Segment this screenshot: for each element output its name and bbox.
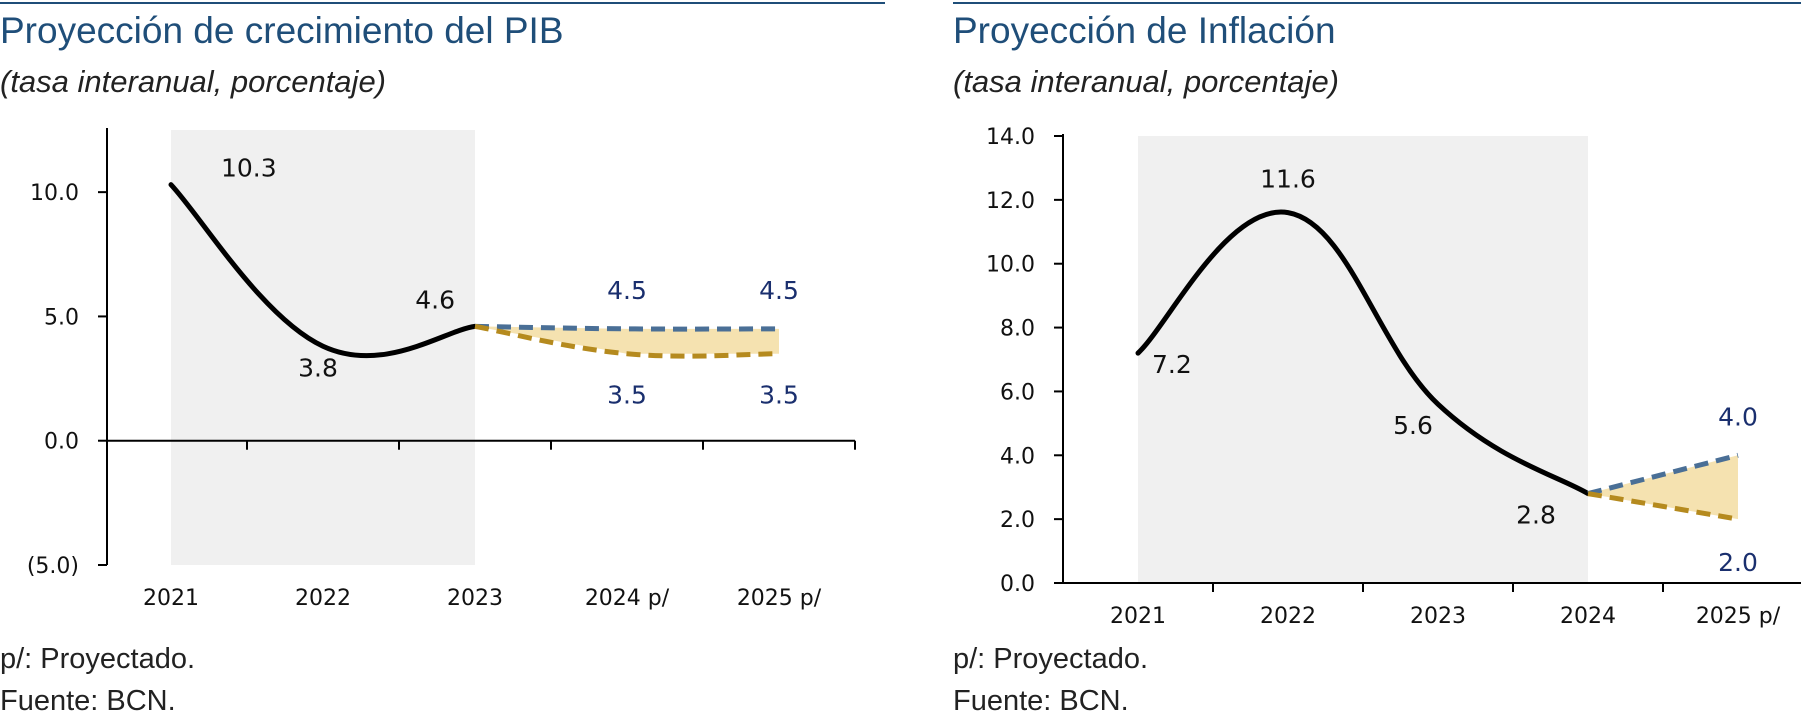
actual-data-label: 7.2	[1152, 350, 1192, 379]
chart-notes: p/: Proyectado. Fuente: BCN.	[953, 638, 1148, 722]
source-note: Fuente: BCN.	[0, 685, 176, 717]
actual-data-label: 3.8	[298, 353, 338, 382]
chart-subtitle: (tasa interanual, porcentaje)	[953, 64, 1340, 99]
y-tick-label: 0.0	[44, 430, 79, 455]
y-tick-label: 14.0	[986, 125, 1035, 150]
upper-projection-line	[1587, 452, 1739, 497]
x-tick-label: 2023	[1410, 604, 1466, 629]
title-rule	[953, 2, 1801, 4]
lower-projection-line	[474, 323, 780, 359]
upper-data-label: 4.5	[759, 276, 799, 305]
upper-data-label: 4.0	[1718, 402, 1758, 431]
gdp-chart-panel: Proyección de crecimiento del PIB (tasa …	[0, 0, 885, 719]
y-tick-label: 8.0	[1000, 317, 1035, 342]
chart-notes: p/: Proyectado. Fuente: BCN.	[0, 638, 195, 722]
x-tick-label: 2025 p/	[737, 586, 822, 611]
y-tick-label: 0.0	[1000, 572, 1035, 597]
upper-data-label: 4.5	[607, 276, 647, 305]
actual-series-line	[168, 182, 478, 359]
gdp-chart-plot: (5.0) 0.0 5.0 10.0 2021 2022 2023 2024 p/2025 p…	[27, 128, 856, 611]
x-tick-label: 2024	[1560, 604, 1616, 629]
x-tick-label: 2022	[1260, 604, 1316, 629]
actual-data-label: 2.8	[1516, 501, 1556, 530]
inflation-chart-panel: Proyección de Inflación (tasa interanual…	[953, 0, 1801, 719]
actual-data-label: 4.6	[415, 285, 455, 314]
upper-projection-line	[474, 323, 780, 332]
title-rule	[0, 2, 885, 4]
inflation-chart-plot: 0.0 2.0 4.0 6.0 8.0 10.0 12.0 14.0 2021 2022 2023 2…	[986, 125, 1801, 629]
y-tick-label: 10.0	[986, 253, 1035, 278]
lower-data-label: 2.0	[1718, 548, 1758, 577]
source-note: Fuente: BCN.	[953, 685, 1129, 717]
projection-note: p/: Proyectado.	[0, 643, 196, 675]
x-tick-label: 2022	[295, 586, 351, 611]
projection-range-band	[475, 326, 779, 354]
x-tick-label: 2023	[447, 586, 503, 611]
actual-data-label: 10.3	[221, 154, 277, 183]
x-tick-label: 2025 p/	[1696, 604, 1781, 629]
y-tick-label: 2.0	[1000, 508, 1035, 533]
y-tick-label: 4.0	[1000, 444, 1035, 469]
x-tick-label: 2021	[1110, 604, 1166, 629]
actual-data-label: 11.6	[1260, 165, 1316, 194]
lower-data-label: 3.5	[759, 381, 799, 410]
x-tick-label: 2024 p/	[585, 586, 670, 611]
lower-projection-line	[1587, 491, 1739, 522]
y-tick-label: 6.0	[1000, 380, 1035, 405]
chart-subtitle: (tasa interanual, porcentaje)	[0, 64, 387, 99]
x-tick-label: 2021	[143, 586, 199, 611]
y-tick-label: 10.0	[30, 181, 79, 206]
y-tick-label: 5.0	[44, 305, 79, 330]
chart-title: Proyección de crecimiento del PIB	[0, 10, 564, 51]
projection-range-band	[1588, 455, 1738, 520]
lower-data-label: 3.5	[607, 381, 647, 410]
y-tick-label: (5.0)	[27, 554, 79, 579]
actual-series-line	[1135, 209, 1591, 497]
y-tick-label: 12.0	[986, 189, 1035, 214]
projection-note: p/: Proyectado.	[953, 643, 1149, 675]
chart-title: Proyección de Inflación	[953, 10, 1336, 51]
actual-data-label: 5.6	[1393, 411, 1433, 440]
historical-shade	[1138, 136, 1588, 583]
